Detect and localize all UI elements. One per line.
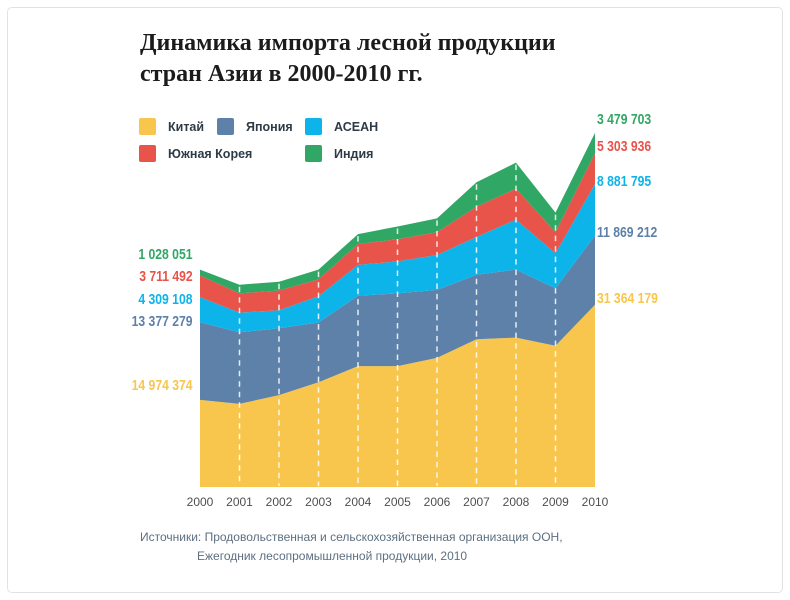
end-value-АСЕАН: 8 881 795: [597, 173, 662, 190]
legend-label: Индия: [334, 146, 374, 161]
legend-swatch-icon: [305, 118, 322, 135]
x-axis-tick-2004: 2004: [344, 495, 372, 509]
source-line2: Ежегодник лесопромышленной продукции, 20…: [197, 548, 468, 563]
x-axis-tick-2002: 2002: [265, 495, 293, 509]
legend-swatch-icon: [139, 118, 156, 135]
x-axis-tick-2010: 2010: [581, 495, 609, 509]
legend-swatch-icon: [139, 145, 156, 162]
value-text: 3 479 703: [597, 111, 652, 128]
legend-item-4: Южная Корея: [139, 145, 252, 162]
end-value-Индия: 3 479 703: [597, 111, 662, 128]
legend-item-2: Япония: [217, 118, 293, 135]
source-line1: Источники: Продовольственная и сельскохо…: [140, 530, 563, 544]
x-axis-tick-2008: 2008: [502, 495, 530, 509]
x-axis-tick-2001: 2001: [226, 495, 253, 509]
legend-swatch-icon: [217, 118, 234, 135]
start-value-Индия: 1 028 051: [53, 246, 193, 263]
value-text: 11 869 212: [597, 224, 658, 241]
area-Южная Корея: [200, 153, 595, 313]
x-axis-tick-2007: 2007: [463, 495, 490, 509]
x-axis-tick-2009: 2009: [542, 495, 569, 509]
end-value-Япония: 11 869 212: [597, 224, 669, 241]
legend-label: Япония: [246, 119, 293, 134]
value-text: 1 028 051: [138, 246, 193, 263]
value-text: 14 974 374: [132, 377, 193, 394]
value-text: 13 377 279: [132, 313, 193, 330]
chart-title-line1: Динамика импорта лесной продукции: [140, 30, 556, 56]
start-value-Южная Корея: 3 711 492: [53, 268, 193, 285]
legend-label: АСЕАН: [334, 119, 379, 134]
area-Индия: [200, 132, 595, 294]
end-value-Китай: 31 364 179: [597, 290, 670, 307]
legend-label: Китай: [168, 119, 205, 134]
value-text: 8 881 795: [597, 173, 652, 190]
area-Япония: [200, 235, 595, 404]
x-axis-tick-2003: 2003: [305, 495, 332, 509]
start-value-Китай: 14 974 374: [53, 377, 193, 394]
legend-item-5: Индия: [305, 145, 373, 162]
chart-title-line2: стран Азии в 2000-2010 гг.: [140, 61, 423, 87]
legend-label: Южная Корея: [168, 146, 253, 161]
source-note: Источники: Продовольственная и сельскохо…: [140, 528, 563, 565]
x-axis-tick-2006: 2006: [423, 495, 451, 509]
legend-item-3: АСЕАН: [305, 118, 378, 135]
value-text: 4 309 108: [138, 291, 193, 308]
value-text: 31 364 179: [597, 290, 658, 307]
area-Китай: [200, 304, 595, 487]
legend-swatch-icon: [305, 145, 322, 162]
area-АСЕАН: [200, 184, 595, 333]
start-value-Япония: 13 377 279: [53, 313, 193, 330]
value-text: 5 303 936: [597, 138, 652, 155]
end-value-Южная Корея: 5 303 936: [597, 138, 662, 155]
start-value-АСЕАН: 4 309 108: [53, 291, 193, 308]
x-axis-tick-2005: 2005: [384, 495, 411, 509]
legend-item-1: Китай: [139, 118, 204, 135]
value-text: 3 711 492: [139, 268, 193, 285]
x-axis-tick-2000: 2000: [186, 495, 214, 509]
chart-title: Динамика импорта лесной продукции стран …: [140, 28, 660, 90]
